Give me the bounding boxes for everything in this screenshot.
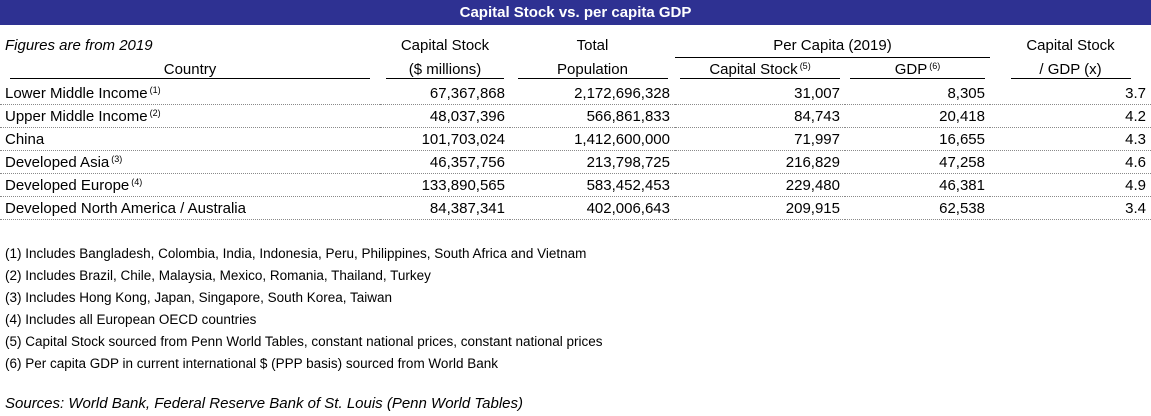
pc-capital-stock-cell: 216,829 [675, 150, 845, 174]
country-cell: China [0, 127, 380, 151]
capital-stock-cell: 46,357,756 [380, 150, 510, 174]
footnote: (6) Per capita GDP in current internatio… [5, 356, 498, 371]
capital-stock-cell: 48,037,396 [380, 104, 510, 128]
table-title: Capital Stock vs. per capita GDP [0, 0, 1151, 25]
pc-gdp-header: GDP (6) [845, 58, 990, 83]
subtitle: Figures are from 2019 [5, 36, 153, 54]
table-row: Developed North America / Australia 84,3… [0, 196, 1151, 220]
pc-capital-stock-cell: 71,997 [675, 127, 845, 151]
capital-stock-cell: 133,890,565 [380, 173, 510, 197]
footnote: (3) Includes Hong Kong, Japan, Singapore… [5, 290, 393, 305]
ratio-cell: 4.6 [990, 150, 1151, 174]
pc-capital-stock-cell: 31,007 [675, 82, 845, 105]
capital-stock-cell: 84,387,341 [380, 196, 510, 220]
sources-line: Sources: World Bank, Federal Reserve Ban… [5, 395, 524, 412]
population-cell: 2,172,696,328 [510, 82, 675, 105]
footnote: (5) Capital Stock sourced from Penn Worl… [5, 334, 603, 349]
population-header: Population [510, 58, 675, 83]
footnote: (4) Includes all European OECD countries [5, 312, 257, 327]
header-row-1: Figures are from 2019 Capital Stock Tota… [0, 33, 1151, 58]
pc-capital-stock-cell: 84,743 [675, 104, 845, 128]
pc-gdp-cell: 20,418 [845, 104, 990, 128]
pc-gdp-cell: 46,381 [845, 173, 990, 197]
pc-gdp-cell: 62,538 [845, 196, 990, 220]
country-cell: Lower Middle Income (1) [0, 82, 380, 105]
country-cell: Upper Middle Income (2) [0, 104, 380, 128]
table-row: Developed Europe (4) 133,890,565 583,452,… [0, 173, 1151, 197]
ratio-cell: 4.2 [990, 104, 1151, 128]
pc-gdp-cell: 8,305 [845, 82, 990, 105]
population-cell: 402,006,643 [510, 196, 675, 220]
ratio-header-line1: Capital Stock [1026, 36, 1115, 54]
table-row: Upper Middle Income (2) 48,037,396 566,86… [0, 104, 1151, 128]
capital-stock-cell: 67,367,868 [380, 82, 510, 105]
pc-capital-stock-cell: 229,480 [675, 173, 845, 197]
population-cell: 566,861,833 [510, 104, 675, 128]
ratio-cell: 3.7 [990, 82, 1151, 105]
table-row: Developed Asia (3) 46,357,756 213,798,725… [0, 150, 1151, 174]
pc-capital-stock-cell: 209,915 [675, 196, 845, 220]
ratio-header-line2: / GDP (x) [990, 58, 1151, 83]
footnote: (1) Includes Bangladesh, Colombia, India… [5, 246, 587, 261]
capital-stock-cell: 101,703,024 [380, 127, 510, 151]
capital-stock-header: Capital Stock [400, 36, 490, 54]
country-cell: Developed North America / Australia [0, 196, 380, 220]
country-cell: Developed Europe (4) [0, 173, 380, 197]
ratio-cell: 4.3 [990, 127, 1151, 151]
pc-capital-stock-header: Capital Stock (5) [675, 58, 845, 83]
population-cell: 583,452,453 [510, 173, 675, 197]
capital-stock-table: Figures are from 2019 Capital Stock Tota… [0, 33, 1151, 220]
header-row-2: Country ($ millions) Population Capital … [0, 58, 1151, 83]
ratio-cell: 3.4 [990, 196, 1151, 220]
footnotes: (1) Includes Bangladesh, Colombia, India… [5, 243, 603, 375]
footnote: (2) Includes Brazil, Chile, Malaysia, Me… [5, 268, 431, 283]
country-cell: Developed Asia (3) [0, 150, 380, 174]
ratio-cell: 4.9 [990, 173, 1151, 197]
table-row: China 101,703,024 1,412,600,000 71,997 1… [0, 127, 1151, 151]
pc-gdp-cell: 47,258 [845, 150, 990, 174]
population-cell: 1,412,600,000 [510, 127, 675, 151]
pc-gdp-cell: 16,655 [845, 127, 990, 151]
population-cell: 213,798,725 [510, 150, 675, 174]
per-capita-group-header: Per Capita (2019) [675, 33, 990, 58]
total-header: Total [576, 36, 609, 54]
capital-stock-unit-header: ($ millions) [380, 58, 510, 83]
table-row: Lower Middle Income (1) 67,367,868 2,172,… [0, 82, 1151, 105]
country-header: Country [0, 58, 380, 83]
